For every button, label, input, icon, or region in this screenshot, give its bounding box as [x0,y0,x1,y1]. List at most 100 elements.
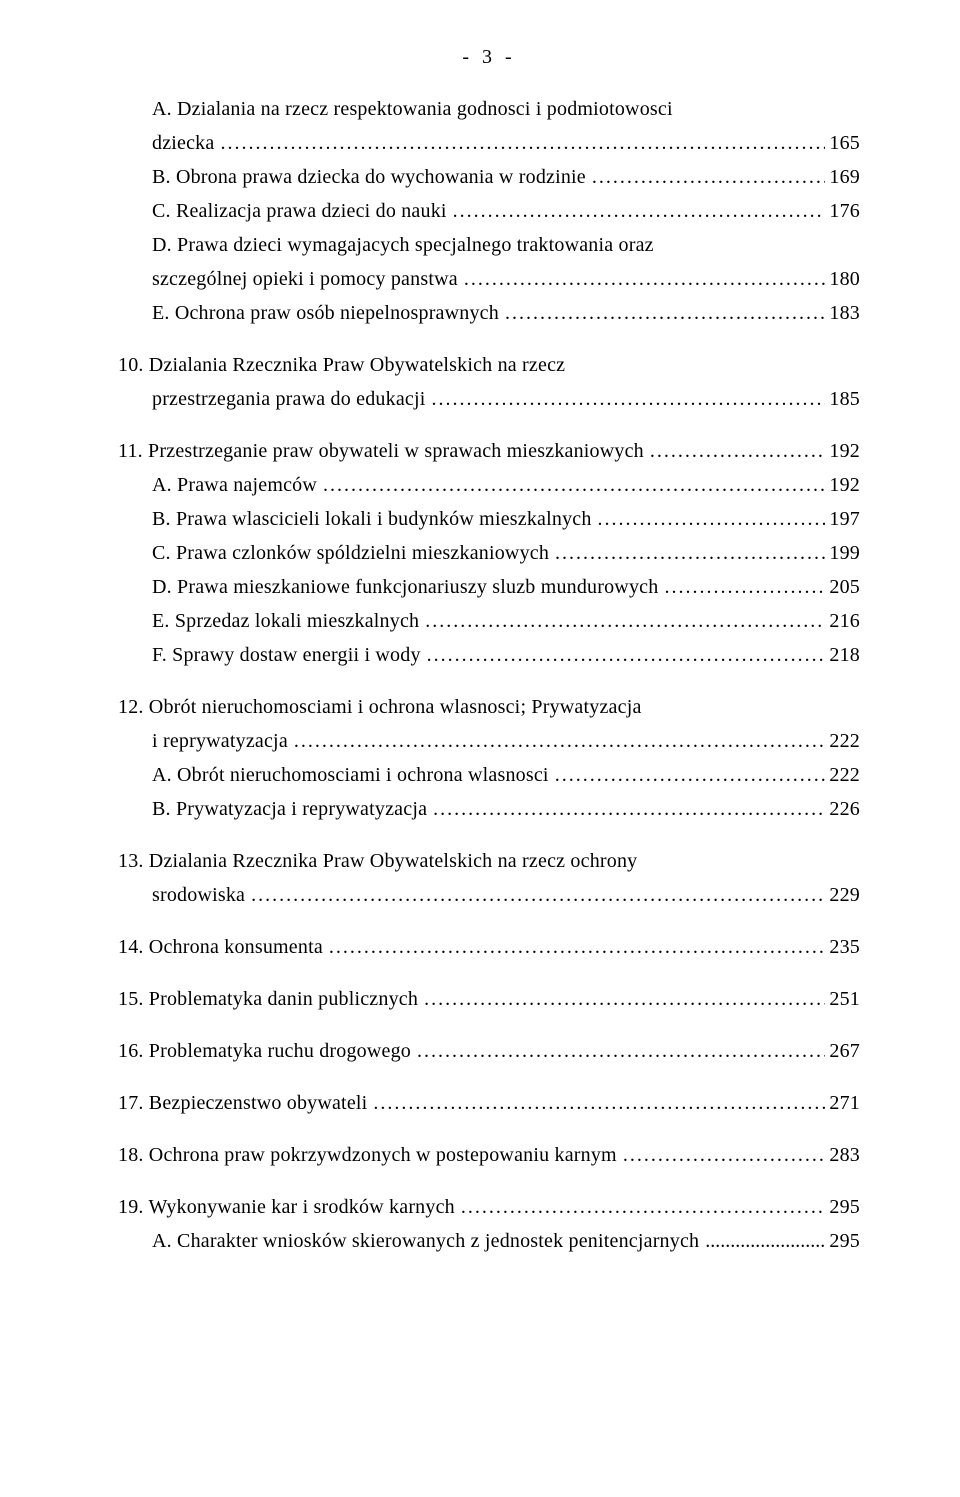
table-of-contents: A. Dzialania na rzecz respektowania godn… [118,99,860,1251]
toc-leader-dots [417,1041,825,1061]
toc-leader-dots [555,543,825,563]
toc-leader-dots [427,645,826,665]
toc-entry-text: B. Prywatyzacja i reprywatyzacja [152,799,433,819]
toc-leader-dots [433,799,825,819]
toc-page-number: 218 [825,645,860,665]
toc-line: E. Sprzedaz lokali mieszkalnych 216 [118,611,860,631]
toc-group-gap [118,1179,860,1197]
toc-entry-text: przestrzegania prawa do edukacji [152,389,431,409]
toc-leader-dots [505,303,825,323]
toc-page-number: 295 [825,1231,860,1251]
toc-line: 11. Przestrzeganie praw obywateli w spra… [118,441,860,461]
toc-line: 19. Wykonywanie kar i srodków karnych 295 [118,1197,860,1217]
toc-leader-dots [705,1231,825,1251]
toc-line: C. Prawa czlonków spóldzielni mieszkanio… [118,543,860,563]
toc-line: E. Ochrona praw osób niepelnosprawnych 18… [118,303,860,323]
toc-line: B. Prywatyzacja i reprywatyzacja 226 [118,799,860,819]
toc-entry-text: A. Obrót nieruchomosciami i ochrona wlas… [152,765,555,785]
toc-leader-dots [220,133,825,153]
toc-line: dziecka 165 [118,133,860,153]
toc-line: 13. Dzialania Rzecznika Praw Obywatelski… [118,851,860,871]
toc-leader-dots [664,577,825,597]
toc-entry-text: 16. Problematyka ruchu drogowego [118,1041,417,1061]
toc-page-number: 197 [825,509,860,529]
toc-page-number: 169 [825,167,860,187]
toc-page-number: 251 [825,989,860,1009]
toc-line: D. Prawa mieszkaniowe funkcjonariuszy sl… [118,577,860,597]
toc-page-number: 176 [825,201,860,221]
toc-page-number: 235 [825,937,860,957]
toc-entry-text: 10. Dzialania Rzecznika Praw Obywatelski… [118,355,571,375]
toc-entry-text: A. Prawa najemców [152,475,323,495]
toc-page-number: 216 [825,611,860,631]
toc-entry-text: 12. Obrót nieruchomosciami i ochrona wla… [118,697,648,717]
toc-entry-text: C. Realizacja prawa dzieci do nauki [152,201,453,221]
toc-line: 12. Obrót nieruchomosciami i ochrona wla… [118,697,860,717]
toc-leader-dots [461,1197,826,1217]
toc-leader-dots [425,611,825,631]
toc-page-number: 222 [825,731,860,751]
page-number-marker: - 3 - [118,46,860,69]
toc-entry-text: 19. Wykonywanie kar i srodków karnych [118,1197,461,1217]
toc-entry-text: E. Ochrona praw osób niepelnosprawnych [152,303,505,323]
toc-entry-text: E. Sprzedaz lokali mieszkalnych [152,611,425,631]
toc-page-number: 222 [825,765,860,785]
toc-leader-dots [329,937,825,957]
toc-line: C. Realizacja prawa dzieci do nauki 176 [118,201,860,221]
toc-line: B. Prawa wlascicieli lokali i budynków m… [118,509,860,529]
toc-entry-text: 14. Ochrona konsumenta [118,937,329,957]
toc-leader-dots [453,201,826,221]
toc-line: A. Prawa najemców 192 [118,475,860,495]
toc-entry-text: 13. Dzialania Rzecznika Praw Obywatelski… [118,851,643,871]
toc-page-number: 229 [825,885,860,905]
toc-page-number: 283 [825,1145,860,1165]
toc-line: 14. Ochrona konsumenta 235 [118,937,860,957]
toc-leader-dots [251,885,825,905]
toc-group-gap [118,919,860,937]
toc-line: szczególnej opieki i pomocy panstwa 180 [118,269,860,289]
toc-line: srodowiska 229 [118,885,860,905]
toc-leader-dots [592,167,826,187]
toc-group-gap [118,337,860,355]
toc-line: A. Obrót nieruchomosciami i ochrona wlas… [118,765,860,785]
toc-group-gap [118,1127,860,1145]
toc-leader-dots [424,989,825,1009]
toc-page-number: 271 [825,1093,860,1113]
toc-page-number: 205 [825,577,860,597]
toc-line: przestrzegania prawa do edukacji185 [118,389,860,409]
toc-entry-text: i reprywatyzacja [152,731,294,751]
toc-entry-text: szczególnej opieki i pomocy panstwa [152,269,464,289]
toc-entry-text: D. Prawa mieszkaniowe funkcjonariuszy sl… [152,577,664,597]
toc-group-gap [118,971,860,989]
toc-entry-text: dziecka [152,133,220,153]
toc-entry-text: 15. Problematyka danin publicznych [118,989,424,1009]
toc-entry-text: A. Dzialania na rzecz respektowania godn… [152,99,679,119]
toc-group-gap [118,423,860,441]
toc-leader-dots [373,1093,825,1113]
toc-leader-dots [650,441,826,461]
toc-page-number: 192 [825,441,860,461]
toc-leader-dots [598,509,826,529]
toc-entry-text: A. Charakter wniosków skierowanych z jed… [152,1231,705,1251]
toc-line: 16. Problematyka ruchu drogowego267 [118,1041,860,1061]
toc-line: D. Prawa dzieci wymagajacych specjalnego… [118,235,860,255]
toc-leader-dots [464,269,826,289]
toc-entry-text: 18. Ochrona praw pokrzywdzonych w postep… [118,1145,623,1165]
toc-page-number: 165 [825,133,860,153]
toc-entry-text: B. Prawa wlascicieli lokali i budynków m… [152,509,598,529]
toc-page-number: 199 [825,543,860,563]
toc-group-gap [118,679,860,697]
toc-page-number: 295 [825,1197,860,1217]
toc-entry-text: srodowiska [152,885,251,905]
page-container: - 3 - A. Dzialania na rzecz respektowani… [0,0,960,1497]
toc-leader-dots [323,475,825,495]
toc-page-number: 192 [825,475,860,495]
toc-page-number: 226 [825,799,860,819]
toc-page-number: 180 [825,269,860,289]
toc-entry-text: B. Obrona prawa dziecka do wychowania w … [152,167,592,187]
toc-entry-text: C. Prawa czlonków spóldzielni mieszkanio… [152,543,555,563]
toc-line: A. Dzialania na rzecz respektowania godn… [118,99,860,119]
toc-page-number: 183 [825,303,860,323]
toc-line: 15. Problematyka danin publicznych 251 [118,989,860,1009]
toc-entry-text: 17. Bezpieczenstwo obywateli [118,1093,373,1113]
